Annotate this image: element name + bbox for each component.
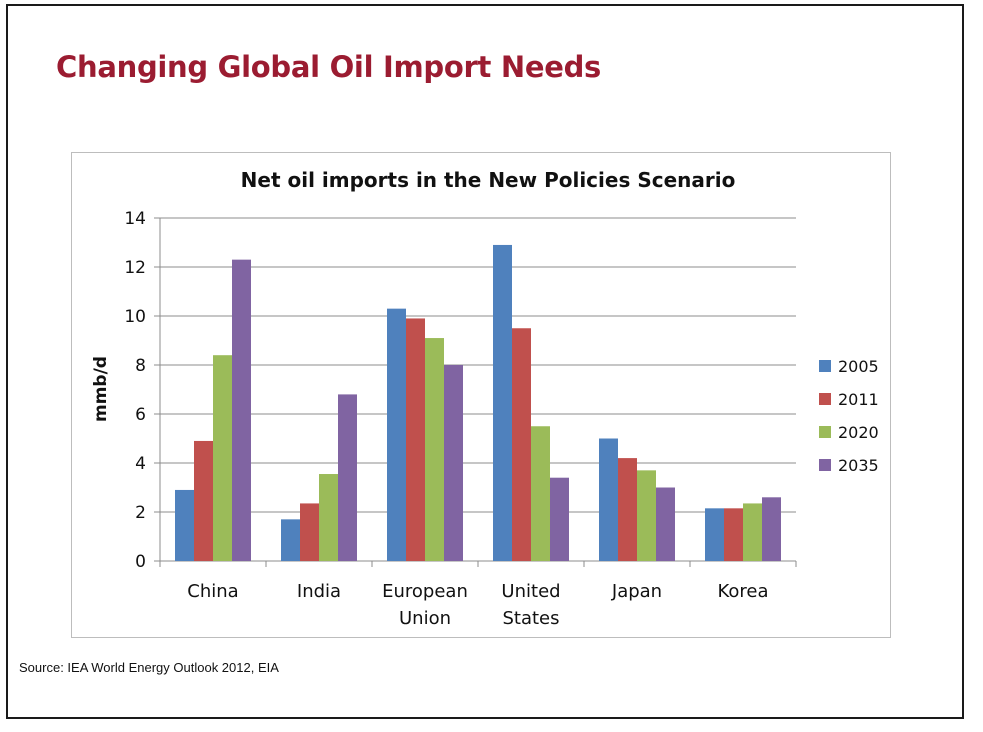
bar-2011-india [300, 503, 319, 561]
bar-2035-korea [762, 497, 781, 561]
source-note: Source: IEA World Energy Outlook 2012, E… [19, 660, 279, 675]
x-tick-label: Korea [717, 581, 768, 602]
bar-2005-china [175, 489, 194, 561]
bar-2011-united-states [512, 328, 531, 561]
x-tick-label: United [501, 581, 560, 602]
y-tick-label: 12 [124, 258, 146, 278]
x-tick-label: India [297, 581, 341, 602]
bar-chart: Net oil imports in the New Policies Scen… [91, 168, 879, 629]
bar-2035-united-states [550, 477, 569, 561]
legend-label: 2035 [838, 456, 879, 475]
x-tick-label: European [382, 581, 468, 602]
bar-2005-european-union [387, 308, 406, 561]
x-tick-label: States [502, 608, 559, 629]
bar-2011-china [194, 440, 213, 561]
legend-label: 2005 [838, 357, 879, 376]
bar-2005-united-states [493, 244, 512, 561]
bar-2020-india [319, 474, 338, 561]
slide-frame [6, 4, 964, 719]
legend-swatch [819, 393, 831, 405]
legend-swatch [819, 426, 831, 438]
bar-2020-japan [637, 470, 656, 561]
legend-label: 2011 [838, 390, 879, 409]
legend-swatch [819, 360, 831, 372]
bar-2011-korea [724, 508, 743, 561]
chart-title: Net oil imports in the New Policies Scen… [241, 168, 736, 192]
y-tick-label: 8 [135, 356, 146, 376]
legend-swatch [819, 459, 831, 471]
y-tick-label: 0 [135, 552, 146, 572]
bar-2035-china [232, 259, 251, 561]
y-tick-label: 4 [135, 454, 146, 474]
chart-container: Net oil imports in the New Policies Scen… [71, 152, 891, 638]
y-tick-label: 2 [135, 503, 146, 523]
bar-2035-japan [656, 487, 675, 561]
bar-2035-india [338, 394, 357, 561]
legend-label: 2020 [838, 423, 879, 442]
x-tick-label: Union [399, 608, 451, 629]
x-tick-label: China [187, 581, 238, 602]
bar-2020-united-states [531, 426, 550, 561]
bar-2005-india [281, 519, 300, 561]
y-tick-label: 14 [124, 209, 146, 229]
bar-2020-china [213, 355, 232, 561]
bar-2011-european-union [406, 318, 425, 561]
x-tick-label: Japan [611, 581, 662, 602]
bar-2020-korea [743, 503, 762, 561]
bar-2011-japan [618, 458, 637, 561]
slide-title: Changing Global Oil Import Needs [56, 50, 601, 84]
bar-2005-korea [705, 508, 724, 561]
y-axis-label: mmb/d [91, 356, 111, 422]
bar-2005-japan [599, 438, 618, 561]
y-tick-label: 6 [135, 405, 146, 425]
bar-2020-european-union [425, 338, 444, 561]
bar-2035-european-union [444, 365, 463, 561]
y-tick-label: 10 [124, 307, 146, 327]
